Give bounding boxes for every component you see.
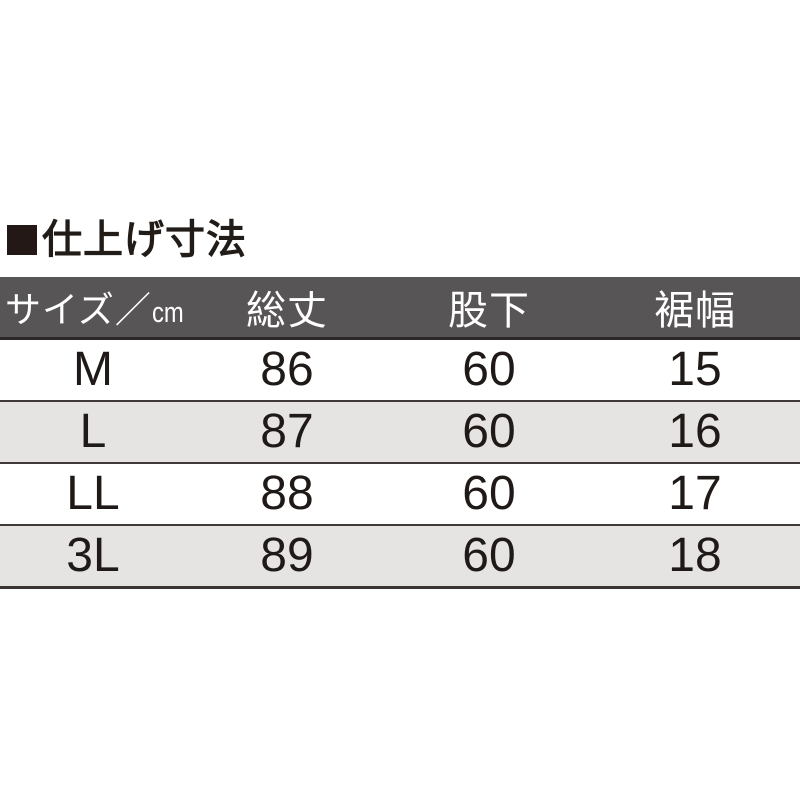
col-header-total-length: 総丈 [186, 277, 388, 340]
total-length-cell: 86 [186, 338, 388, 402]
section-title: 仕上げ寸法 [7, 218, 247, 262]
col-header-hem-width: 裾幅 [590, 277, 800, 340]
total-length-cell: 89 [186, 525, 388, 589]
inseam-cell: 60 [388, 463, 590, 526]
hem-width-cell: 17 [590, 463, 800, 526]
col-header-size: サイズ／cm [0, 277, 186, 340]
inseam-cell: 60 [388, 338, 590, 402]
total-length-cell: 88 [186, 463, 388, 526]
total-length-cell: 87 [186, 401, 388, 464]
section-title-text: 仕上げ寸法 [42, 218, 247, 262]
col-header-inseam: 股下 [388, 277, 590, 340]
size-cell: L [0, 401, 186, 464]
size-table: サイズ／cm 総丈 股下 裾幅 M 86 60 15 L 87 60 16 LL… [0, 277, 800, 589]
table-row-size-3l: 3L 89 60 18 [0, 525, 800, 589]
size-cell: LL [0, 463, 186, 526]
hem-width-cell: 15 [590, 338, 800, 402]
table-row-size-l: L 87 60 16 [0, 401, 800, 464]
hem-width-cell: 18 [590, 525, 800, 589]
table-row-size-m: M 86 60 15 [0, 338, 800, 402]
inseam-cell: 60 [388, 401, 590, 464]
inseam-cell: 60 [388, 525, 590, 589]
size-cell: 3L [0, 525, 186, 589]
size-table-header-row: サイズ／cm 総丈 股下 裾幅 [0, 277, 800, 340]
hem-width-cell: 16 [590, 401, 800, 464]
black-square-icon [7, 225, 37, 255]
size-header-label: サイズ／ [5, 289, 152, 330]
table-row-size-ll: LL 88 60 17 [0, 463, 800, 526]
size-cell: M [0, 338, 186, 402]
size-unit-label: cm [151, 297, 184, 329]
